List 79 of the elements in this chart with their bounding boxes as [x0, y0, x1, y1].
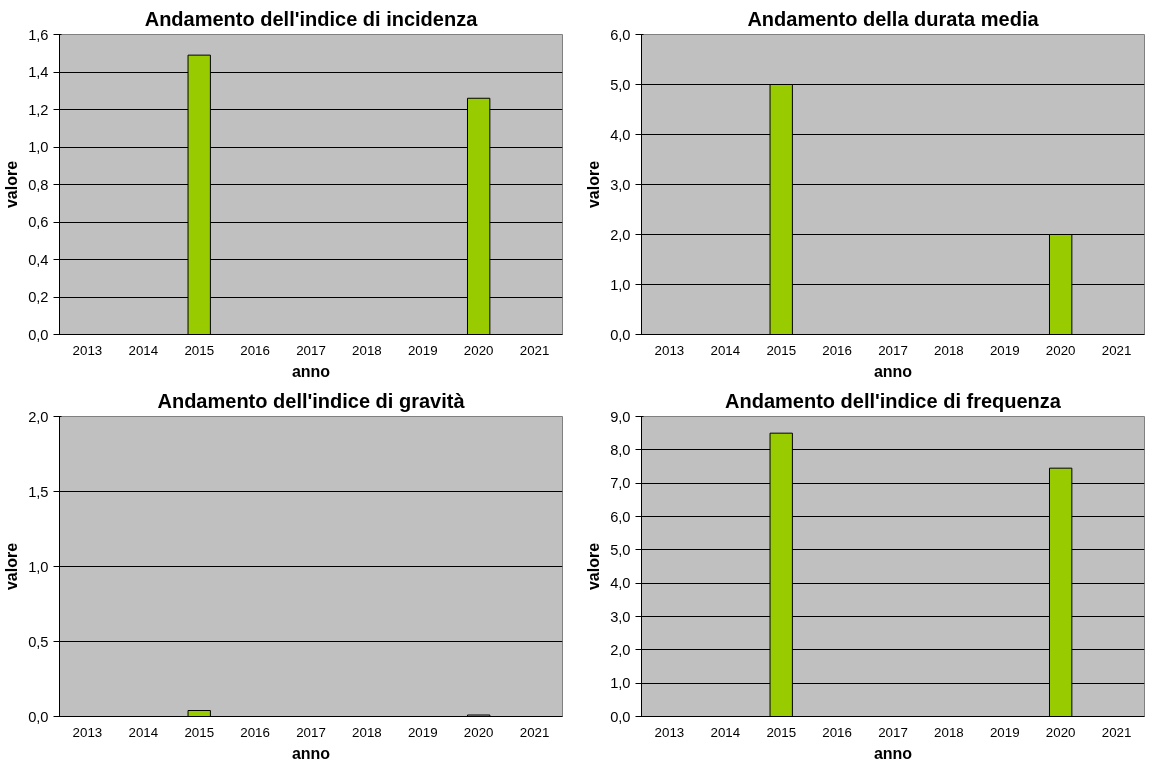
chart-title: Andamento dell'indice di frequenza [725, 389, 1062, 412]
x-axis-title: anno [873, 362, 913, 380]
y-axis-title: valore [3, 160, 21, 209]
x-tick-label: 2017 [878, 342, 908, 358]
y-tick-label: 5,0 [610, 541, 631, 558]
x-tick-label: 2015 [766, 724, 797, 740]
y-tick-label: 3,0 [610, 176, 631, 193]
y-tick-label: 2,0 [610, 641, 631, 658]
x-tick-label: 2015 [184, 724, 215, 740]
x-tick-label: 2017 [878, 724, 908, 740]
y-axis-title: valore [3, 542, 21, 591]
x-tick-label: 2014 [710, 342, 741, 358]
x-tick-label: 2021 [1101, 724, 1132, 740]
x-axis-title: anno [873, 744, 913, 762]
x-tick-label: 2018 [934, 724, 964, 740]
y-tick-label: 0,0 [610, 708, 631, 725]
x-tick-label: 2017 [296, 724, 326, 740]
chart-title: Andamento della durata media [747, 7, 1040, 30]
x-tick-label: 2013 [72, 724, 103, 740]
x-tick-label: 2016 [822, 342, 852, 358]
y-tick-label: 0,0 [610, 326, 631, 343]
x-axis-title: anno [291, 744, 331, 762]
y-tick-label: 0,0 [28, 708, 49, 725]
x-tick-label: 2015 [766, 342, 797, 358]
chart-title: Andamento dell'indice di incidenza [144, 7, 479, 30]
x-tick-label: 2016 [240, 724, 270, 740]
x-tick-label: 2015 [184, 342, 215, 358]
y-tick-label: 3,0 [610, 608, 631, 625]
y-tick-label: 6,0 [610, 508, 631, 525]
x-tick-label: 2019 [989, 342, 1020, 358]
x-tick-label: 2018 [352, 724, 382, 740]
y-tick-label: 0,4 [28, 251, 49, 268]
x-tick-label: 2018 [352, 342, 382, 358]
x-tick-label: 2020 [1045, 724, 1076, 740]
y-tick-label: 1,6 [28, 26, 49, 43]
x-tick-label: 2013 [654, 724, 685, 740]
x-tick-label: 2019 [407, 342, 438, 358]
y-tick-label: 9,0 [610, 408, 631, 425]
x-tick-label: 2019 [407, 724, 438, 740]
x-tick-label: 2021 [519, 724, 550, 740]
x-tick-label: 2021 [519, 342, 550, 358]
y-tick-label: 1,0 [28, 558, 49, 575]
y-tick-label: 4,0 [610, 126, 631, 143]
y-axis-title: valore [585, 160, 603, 209]
y-tick-label: 2,0 [28, 408, 49, 425]
y-tick-label: 0,2 [28, 289, 49, 305]
x-tick-label: 2018 [934, 342, 964, 358]
y-tick-label: 0,8 [28, 176, 49, 193]
y-tick-label: 1,4 [28, 64, 49, 80]
y-tick-label: 0,5 [28, 633, 49, 650]
y-tick-label: 0,6 [28, 214, 49, 230]
y-tick-label: 1,0 [610, 675, 631, 692]
y-axis-title: valore [585, 542, 603, 591]
x-tick-label: 2020 [463, 342, 494, 358]
x-tick-label: 2016 [822, 724, 852, 740]
x-tick-label: 2016 [240, 342, 270, 358]
chart-title: Andamento dell'indice di gravità [157, 389, 466, 412]
x-tick-label: 2020 [463, 724, 494, 740]
x-tick-label: 2021 [1101, 342, 1132, 358]
y-tick-label: 1,0 [28, 139, 49, 155]
y-tick-label: 1,5 [28, 483, 49, 500]
x-tick-label: 2017 [296, 342, 326, 358]
y-tick-label: 4,0 [610, 575, 631, 592]
y-tick-label: 7,0 [610, 475, 631, 492]
x-tick-label: 2019 [989, 724, 1020, 740]
x-tick-label: 2020 [1045, 342, 1076, 358]
y-tick-label: 2,0 [610, 226, 631, 243]
x-axis-title: anno [291, 362, 331, 380]
x-tick-label: 2013 [654, 342, 685, 358]
y-tick-label: 1,0 [610, 276, 631, 293]
y-tick-label: 0,0 [28, 326, 49, 343]
x-tick-label: 2013 [72, 342, 103, 358]
x-tick-label: 2014 [128, 342, 159, 358]
y-tick-label: 5,0 [610, 76, 631, 93]
y-tick-label: 1,2 [28, 101, 49, 118]
x-tick-label: 2014 [128, 724, 159, 740]
y-tick-label: 8,0 [610, 441, 631, 458]
y-tick-label: 6,0 [610, 26, 631, 43]
x-tick-label: 2014 [710, 724, 741, 740]
